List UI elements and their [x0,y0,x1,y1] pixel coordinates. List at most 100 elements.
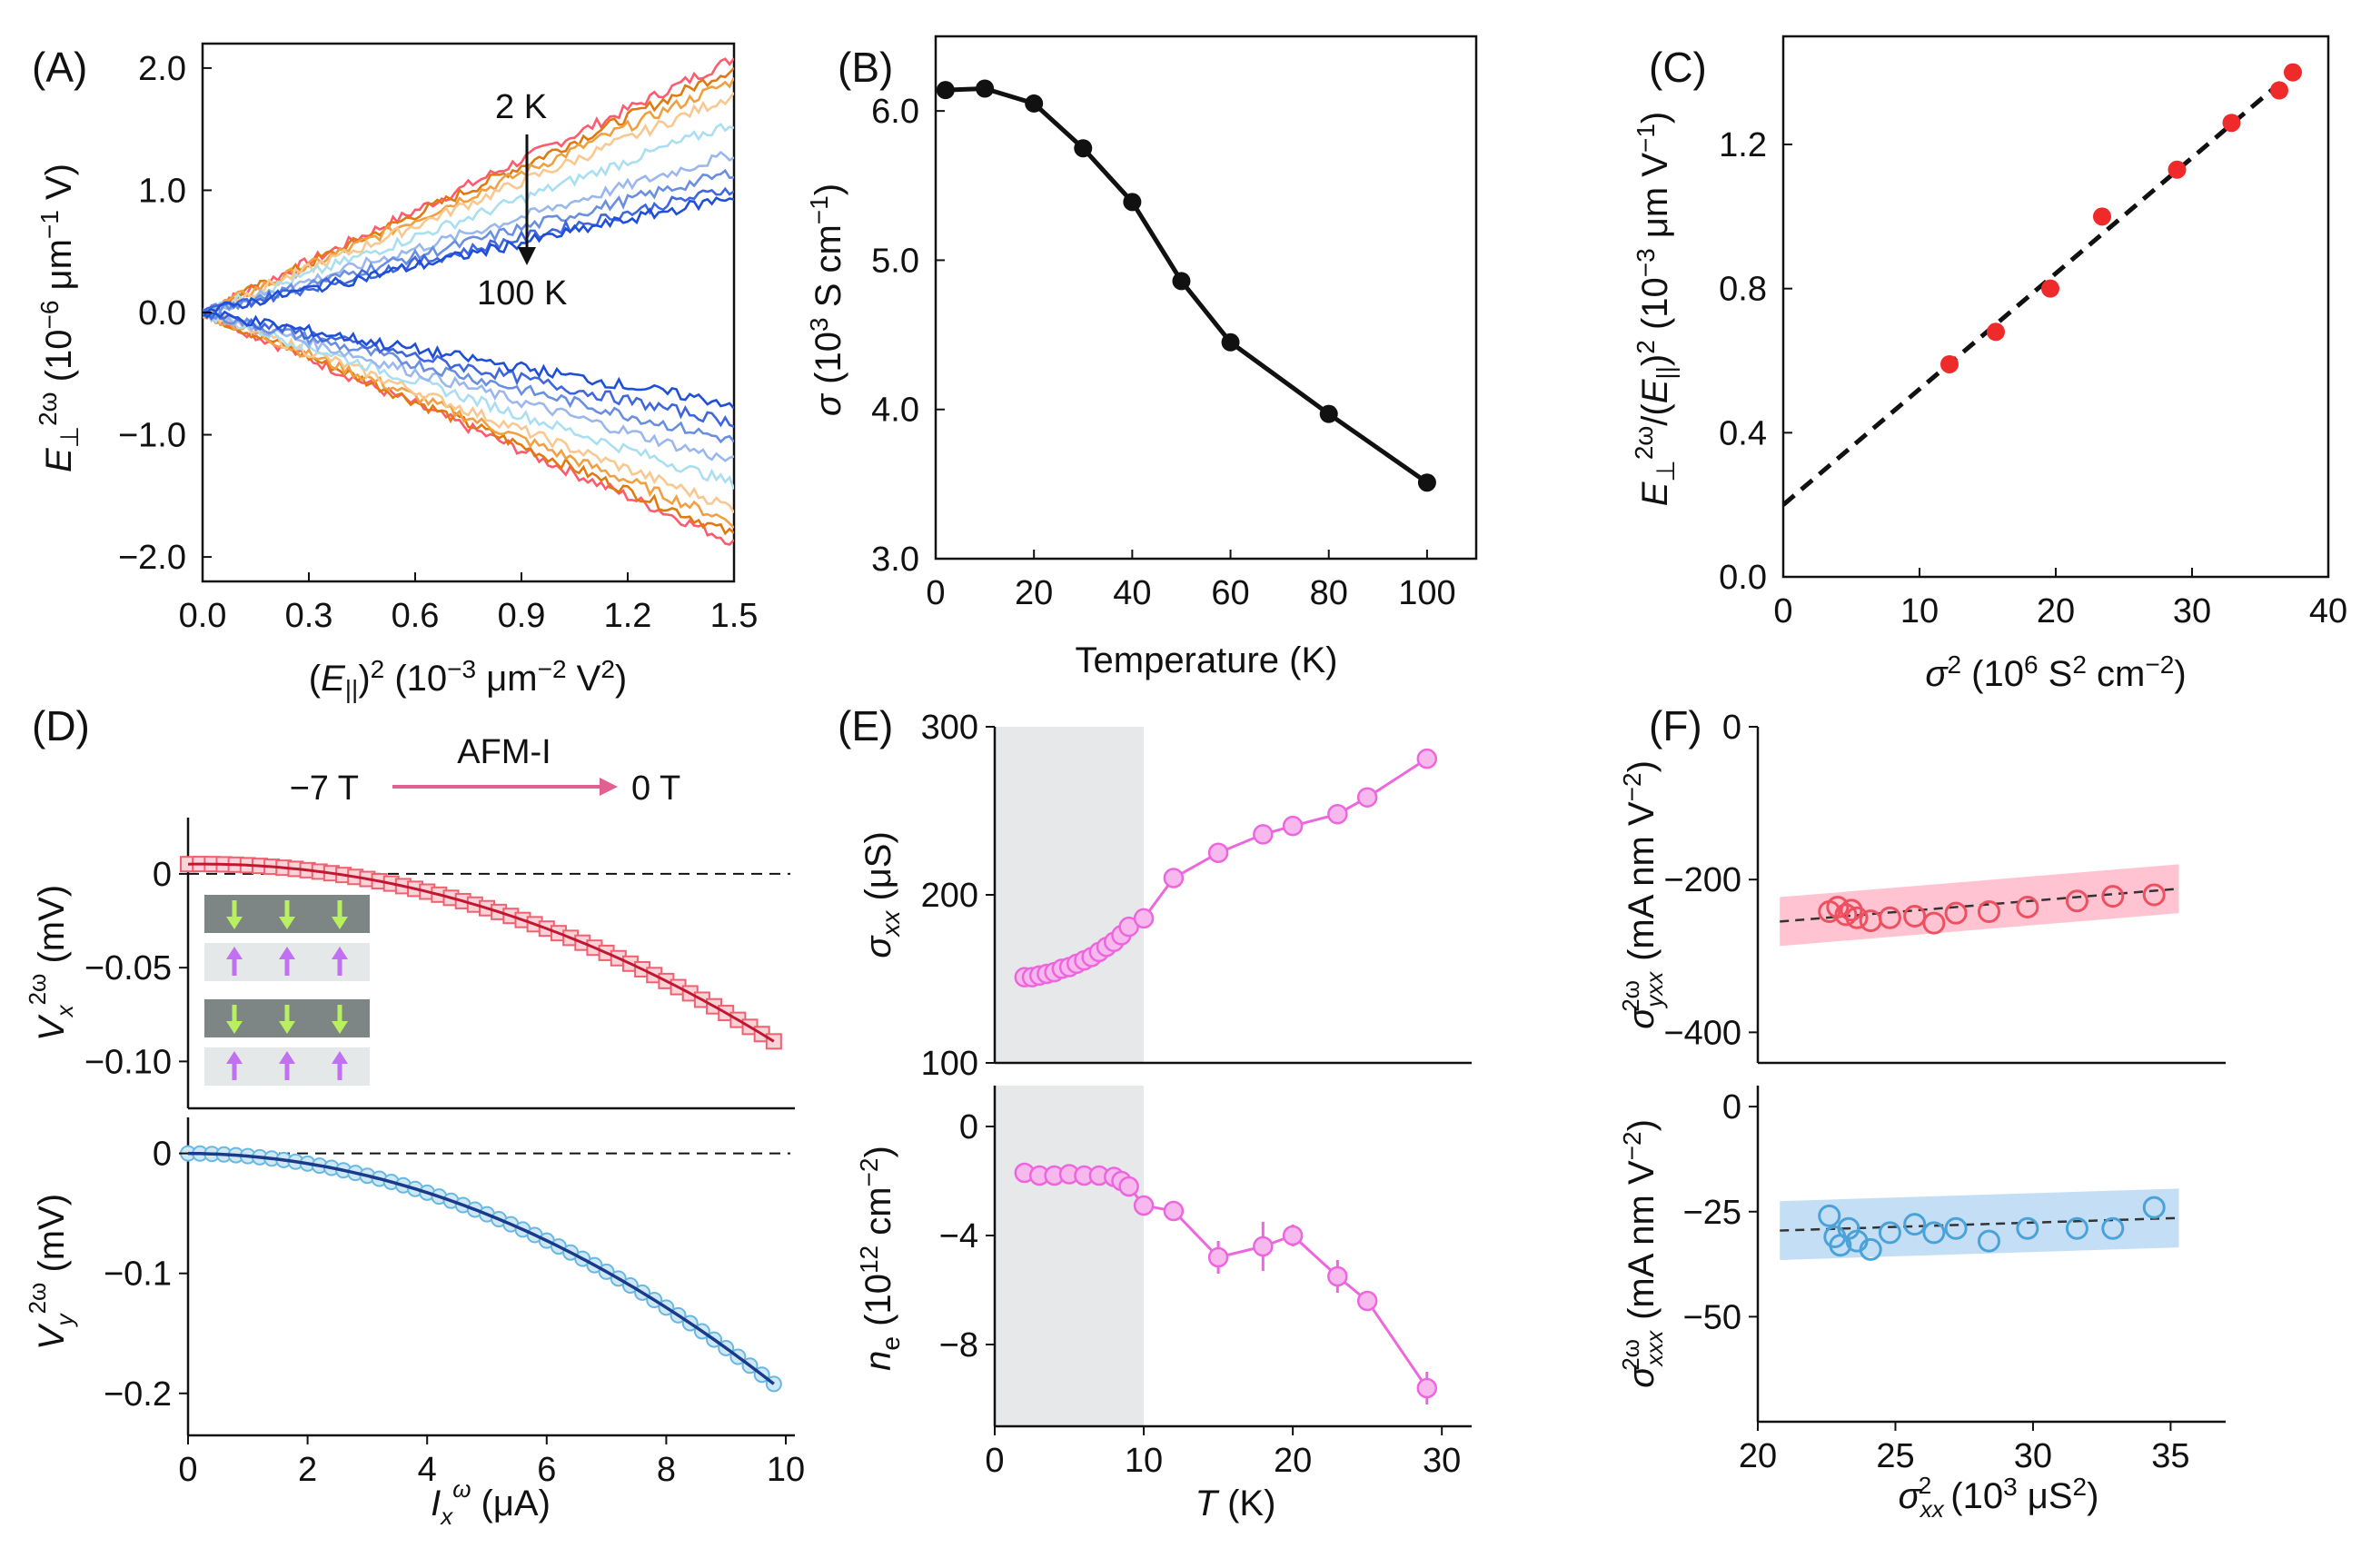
f-bottom-point [1878,1221,1901,1245]
c-point [1987,323,2005,342]
f-bottom-point [1903,1213,1927,1236]
a-trace-pos-t4 [203,92,734,313]
e-top-point [1118,916,1139,938]
e-bottom-ylabel: ne (1012 cm−2) [855,1146,905,1371]
e-bottom-ytick-label: −4 [939,1217,978,1255]
e-top-point [1282,815,1304,837]
b-point [1025,94,1044,113]
f-bottom-point [1818,1204,1841,1227]
a-trace-neg-t4 [203,307,734,514]
a-ytick-label: −2.0 [118,539,186,577]
b-point [1172,272,1191,291]
d-spin-down-head [332,1021,348,1034]
b-ytick-label: 5.0 [871,242,919,280]
f-top-ytick-label: 0 [1722,709,1741,747]
a-xtick-label: 0.3 [285,597,333,635]
a-label-100k: 100 K [477,274,567,313]
c-point [2041,279,2059,298]
a-arrow-head [518,247,536,265]
b-xtick-label: 40 [1113,574,1151,612]
c-point [2284,63,2302,82]
a-xtick-label: 0.9 [498,597,546,635]
panel-d: (D) −7 T AFM-I 0 T 0−0.05−0.100−0.1−0.20… [24,702,805,1530]
d-top-ytick-label: −0.10 [84,1043,172,1081]
b-ylabel: σ (103 S cm−1) [805,184,848,416]
e-top-ytick-label: 100 [921,1045,978,1083]
c-point [2270,81,2288,100]
panel-label-e: (E) [838,702,893,749]
a-xtick-label: 0.0 [179,597,227,635]
f-bottom-point [2016,1216,2039,1240]
f-bottom-point [2065,1216,2088,1240]
f-bottom-point [1944,1216,1968,1240]
e-shade-group [995,727,1145,1426]
e-top-point [1133,908,1155,929]
f-top-point [1944,901,1968,925]
c-xlabel: σ2 (106 S2 cm−2) [1925,650,2186,694]
d-spin-inset [204,895,370,1086]
f-xtick-label: 30 [2014,1437,2052,1475]
f-top-ytick-label: −400 [1663,1014,1741,1052]
d-spin-down-head [226,1021,243,1034]
f-xtick-label: 20 [1739,1437,1777,1475]
e-bottom-point [1282,1225,1304,1246]
d-spin-up-head [226,947,243,959]
e-top-ytick-label: 300 [921,709,978,747]
d-spin-up-head [279,947,295,959]
plot-frame-b [934,35,1478,561]
b-xtick-label: 80 [1310,574,1348,612]
e-data-group [1014,748,1438,1404]
e-xtick-label: 20 [1274,1442,1312,1480]
f-top-ylabel: σyxx2ω (mA nm V−2) [1617,760,1668,1029]
d-xtick-label: 6 [537,1451,556,1489]
f-bottom-point [1922,1221,1946,1245]
b-point [1123,193,1142,212]
f-bottom-ylabel: σxxx2ω (mA nm V−2) [1617,1119,1668,1388]
a-ylabel: E⊥2ω (10−6 μm−1 V) [34,164,84,472]
a-trace-pos-2K [203,57,734,314]
e-top-point [1327,803,1348,825]
a-trace-pos-t5 [203,123,734,317]
d-bottom-ytick-label: −0.2 [104,1375,172,1414]
a-trace-group [203,57,734,546]
c-xtick-label: 30 [2173,592,2211,630]
d-xtick-label: 10 [767,1451,805,1489]
c-tick-group: 0 10 20 30 40 0.0 0.4 0.8 1.2 [1719,126,2347,630]
d-spin-up-head [279,1051,295,1064]
b-ytick-label: 6.0 [871,93,919,131]
c-point [2093,207,2111,226]
f-bottom-point [1977,1229,2000,1253]
a-trace-pos-t7 [203,168,734,318]
a-tick-group: 0.0 0.3 0.6 0.9 1.2 1.5 −2.0 −1.0 0.0 1.0 2.0 [118,50,758,635]
e-bottom-ytick-label: −8 [939,1326,978,1365]
a-trace-neg-t6 [203,310,734,462]
d-xlabel: Ixω (μA) [431,1475,551,1530]
f-top-point [1977,900,2000,923]
f-top-point [2016,895,2039,918]
b-point [976,79,995,98]
panel-label-d: (D) [32,702,90,749]
a-xtick-label: 1.5 [710,597,759,635]
f-bottom-point [2142,1196,2166,1219]
e-bottom-shade [995,1086,1145,1426]
a-xtick-label: 1.2 [604,597,652,635]
b-point [1319,404,1338,423]
c-data-group [1783,63,2303,507]
d-tick-group: 0−0.05−0.100−0.1−0.20 2 4 6 8 10 [84,856,805,1489]
f-tick-group: 0 −200 −400 0 −25 −50 20 25 30 35 [1663,709,2189,1475]
e-xtick-label: 0 [985,1442,1004,1480]
a-trace-neg-t7 [203,309,734,444]
b-data-group [936,79,1436,492]
f-data-group [1780,864,2179,1261]
d-top-ytick-label: 0 [153,856,172,894]
c-xtick-label: 10 [1900,592,1939,630]
d-top-ylabel: Vx2ω (mV) [24,885,78,1041]
d-bottom-ylabel: Vy2ω (mV) [24,1194,78,1350]
c-point [2168,160,2187,179]
c-point [1940,354,1959,373]
f-xtick-label: 35 [2151,1437,2189,1475]
panel-label-c: (C) [1649,44,1707,91]
e-bottom-point [1327,1265,1348,1287]
f-top-point [1826,895,1850,918]
f-xlabel: σxx2 (103 μS2) [1899,1472,2099,1523]
